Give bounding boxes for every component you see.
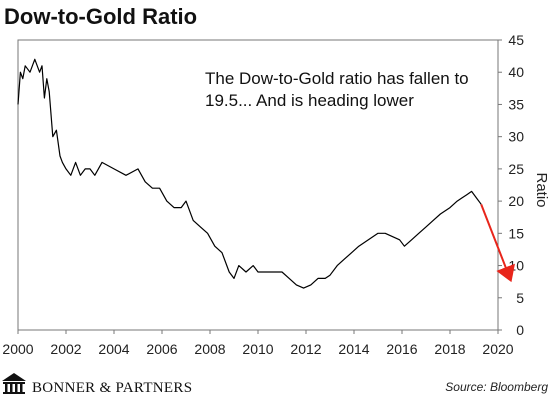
y-tick-label: 30 bbox=[508, 129, 524, 145]
x-tick-label: 2012 bbox=[290, 341, 321, 357]
bonner-partners-logo-icon bbox=[2, 373, 26, 394]
y-tick-label: 15 bbox=[508, 225, 524, 241]
y-axis: 0 5 10 15 20 25 30 35 40 45 bbox=[498, 32, 524, 338]
annotation-line-1: The Dow-to-Gold ratio has fallen to bbox=[205, 69, 469, 88]
y-tick-label: 40 bbox=[508, 64, 524, 80]
chart-title: Dow-to-Gold Ratio bbox=[4, 4, 197, 29]
x-tick-label: 2014 bbox=[338, 341, 369, 357]
trend-arrow bbox=[480, 203, 515, 283]
source-text: Source: Bloomberg bbox=[445, 380, 548, 394]
y-tick-label: 35 bbox=[508, 96, 524, 112]
x-tick-label: 2010 bbox=[242, 341, 273, 357]
x-tick-label: 2002 bbox=[50, 341, 81, 357]
x-tick-label: 2004 bbox=[98, 341, 129, 357]
annotation-line-2: 19.5... And is heading lower bbox=[205, 91, 414, 110]
y-tick-label: 25 bbox=[508, 161, 524, 177]
y-tick-label: 0 bbox=[516, 322, 524, 338]
x-tick-label: 2008 bbox=[194, 341, 225, 357]
logo-text: BONNER & PARTNERS bbox=[32, 380, 192, 396]
x-tick-label: 2000 bbox=[2, 341, 33, 357]
y-axis-label: Ratio bbox=[533, 172, 550, 207]
y-tick-label: 5 bbox=[516, 290, 524, 306]
series-layer bbox=[17, 58, 515, 289]
x-axis: 2000 2002 2004 2006 2008 2010 2012 2014 2016 2018… bbox=[2, 330, 514, 357]
series-line-dow-to-gold bbox=[17, 58, 482, 289]
x-tick-label: 2006 bbox=[146, 341, 177, 357]
x-tick-label: 2018 bbox=[434, 341, 465, 357]
x-tick-label: 2020 bbox=[482, 341, 513, 357]
y-tick-label: 20 bbox=[508, 193, 524, 209]
y-tick-label: 10 bbox=[508, 258, 524, 274]
y-tick-label: 45 bbox=[508, 32, 524, 48]
x-tick-label: 2016 bbox=[386, 341, 417, 357]
